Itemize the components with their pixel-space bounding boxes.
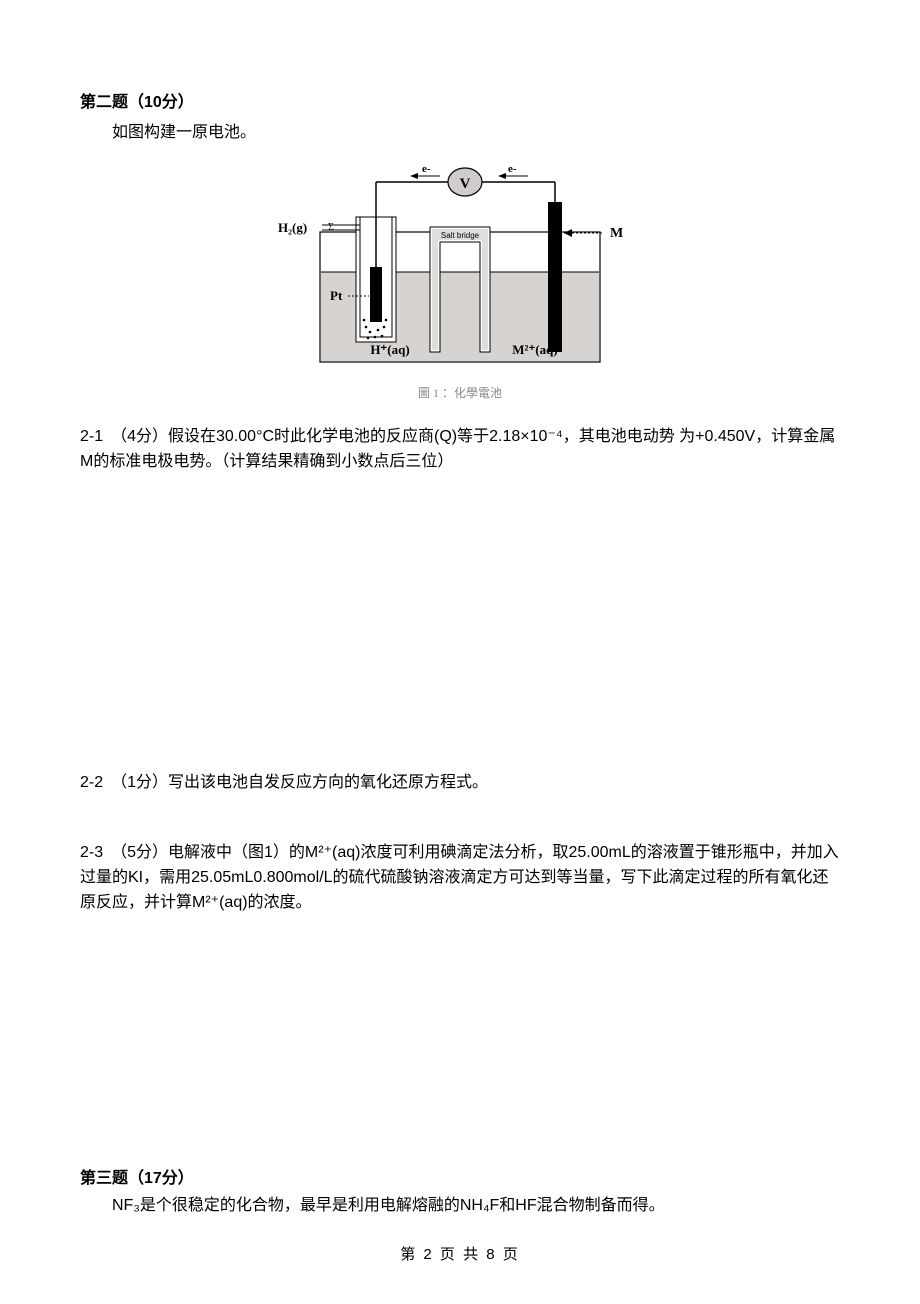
page-footer: 第 2 页 共 8 页 bbox=[80, 1243, 840, 1264]
m-electrode bbox=[548, 202, 562, 352]
bubble-icon bbox=[383, 326, 386, 329]
bubble-icon bbox=[365, 326, 368, 329]
pt-electrode bbox=[370, 267, 382, 322]
diagram-caption: 圖 1 ：化學電池 bbox=[260, 384, 660, 401]
bubble-icon bbox=[385, 319, 388, 322]
salt-bridge-label: Salt bridge bbox=[441, 231, 480, 240]
m-arrow-icon bbox=[564, 229, 572, 237]
q3-header: 第三题（17分） bbox=[80, 1164, 840, 1188]
bubble-icon bbox=[374, 336, 377, 339]
m-label: M bbox=[610, 226, 623, 241]
answer-space-2-2 bbox=[80, 803, 840, 833]
q2-diagram-container: Salt bridge Σ bbox=[80, 162, 840, 401]
bubble-icon bbox=[367, 337, 370, 340]
q2-intro: 如图构建一原电池。 bbox=[80, 118, 840, 142]
pt-label: Pt bbox=[330, 288, 343, 303]
q2-2-text: 2-2 （1分）写出该电池自发反应方向的氧化还原方程式。 bbox=[80, 771, 840, 796]
answer-space-2-3 bbox=[80, 924, 840, 1164]
answer-space-2-1 bbox=[80, 483, 840, 763]
electrochemical-cell-diagram: Salt bridge Σ bbox=[260, 162, 660, 382]
q2-header: 第二题（10分） bbox=[80, 88, 840, 112]
electron-left-label: e- bbox=[422, 163, 431, 175]
electron-right-label: e- bbox=[508, 163, 517, 175]
bubble-icon bbox=[369, 331, 372, 334]
h2-label: H₂(g) bbox=[278, 220, 307, 235]
bubble-icon bbox=[381, 335, 384, 338]
sigma-icon: Σ bbox=[328, 222, 334, 233]
q2-3-text: 2-3 （5分）电解液中（图1）的M²⁺(aq)浓度可利用碘滴定法分析，取25.… bbox=[80, 841, 840, 915]
arrow-right-icon bbox=[498, 173, 506, 179]
q2-1-text: 2-1 （4分）假设在30.00°C时此化学电池的反应商(Q)等于2.18×10… bbox=[80, 425, 840, 475]
bubble-icon bbox=[363, 319, 366, 322]
voltmeter-label: V bbox=[460, 176, 471, 192]
arrow-left-icon bbox=[410, 173, 418, 179]
q3-intro: NF₃是个很稳定的化合物，最早是利用电解熔融的NH₄F和HF混合物制备而得。 bbox=[80, 1194, 840, 1219]
right-solution-label: M²⁺(aq) bbox=[512, 342, 557, 357]
left-solution-label: H⁺(aq) bbox=[370, 342, 409, 357]
bubble-icon bbox=[377, 329, 380, 332]
